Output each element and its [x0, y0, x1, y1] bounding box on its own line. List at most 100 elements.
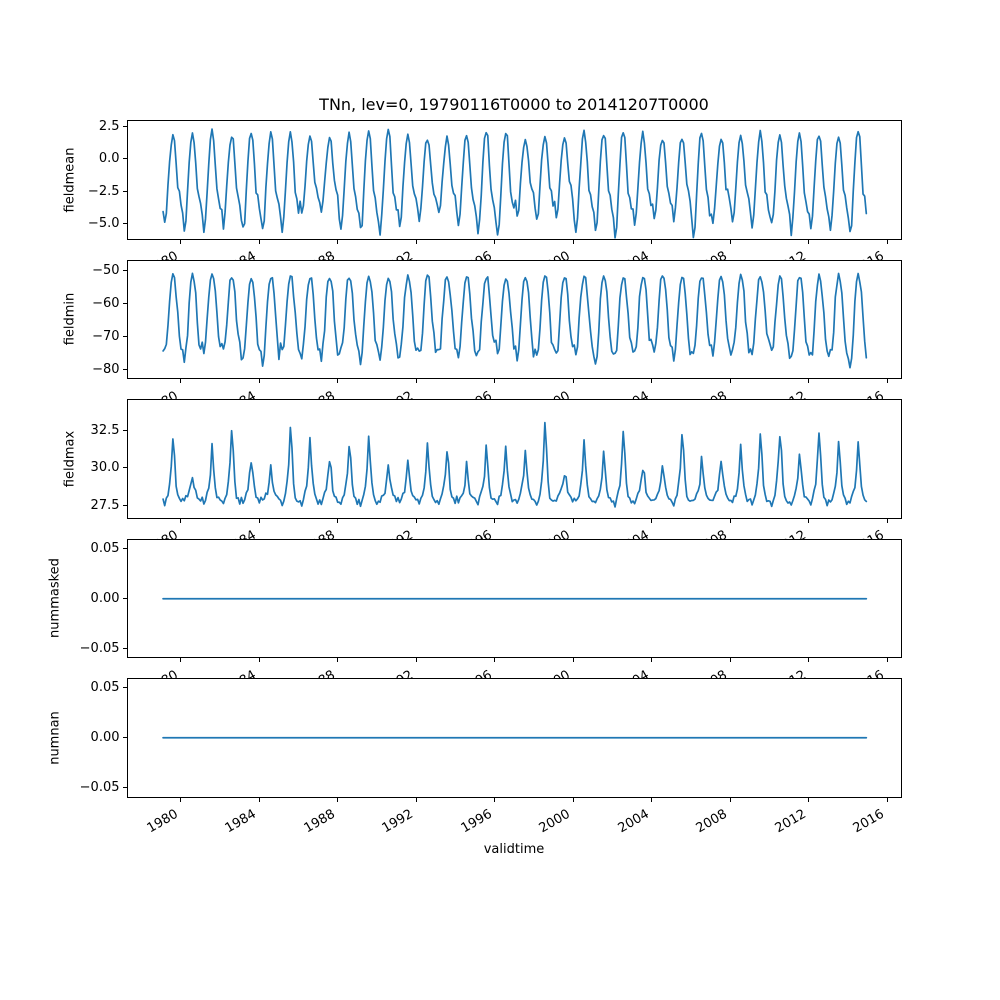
x-tick-label-text: 1980 [144, 528, 180, 538]
x-tick-mark [886, 239, 888, 244]
x-tick-label-text: 2004 [615, 528, 651, 538]
y-tick-label: −50 [92, 262, 120, 278]
x-tick-mark [808, 518, 810, 523]
bottom-x-axis: 1980 1984 1988 1992 1996 2000 2004 2008 2012 2016 [0, 797, 1000, 860]
x-tick-label-text: 2004 [615, 668, 651, 678]
x-tick-label: 2000 [537, 807, 584, 837]
x-tick-label-text: 1984 [223, 249, 259, 259]
x-axis-label: validtime [483, 842, 545, 857]
x-tick-label-text: 2016 [851, 249, 887, 259]
x-tick-mark [729, 658, 731, 662]
x-tick-label: 2012 [772, 807, 820, 837]
x-tick-mark [258, 658, 260, 662]
x-tick-label-text: 2000 [537, 668, 573, 678]
x-tick-label-text: 1980 [144, 389, 180, 399]
x-tick-mark [494, 658, 496, 662]
gap-x-axis-1: 1980 1984 1988 1992 1996 2000 2004 2008 2012 2016 [0, 379, 1000, 399]
y-tick-mark [122, 125, 127, 127]
x-tick-label-text: 1988 [301, 389, 337, 399]
x-tick-mark [179, 518, 181, 523]
x-tick-label-text: 1992 [380, 249, 416, 259]
x-tick-mark [886, 658, 888, 662]
y-tick-label: 27.5 [90, 497, 120, 513]
y-tick-label: 2.5 [98, 118, 120, 134]
series-line-fieldmax [161, 421, 867, 508]
fieldmax-line-chart [161, 421, 867, 508]
x-tick-mark [572, 797, 574, 802]
y-tick-mark [122, 597, 127, 599]
x-tick-label: 1988 [301, 807, 349, 837]
y-tick-mark [122, 158, 127, 160]
x-tick-mark [651, 797, 653, 802]
x-tick-mark [886, 379, 888, 383]
x-tick-mark [729, 518, 731, 523]
x-tick-mark [415, 379, 417, 383]
subplot-fieldmin [126, 259, 902, 379]
x-tick-mark [337, 518, 339, 523]
y-tick-mark [122, 223, 127, 225]
y-tick-mark [122, 368, 127, 370]
fieldmin-line-chart [161, 272, 867, 369]
x-tick-label-text: 1984 [222, 807, 259, 837]
x-tick-label-text: 1996 [458, 389, 494, 399]
subplot-fieldmean [126, 120, 902, 240]
x-tick-label-text: 1980 [144, 249, 180, 259]
ylabel-fieldmin: fieldmin [62, 292, 77, 346]
x-tick-label-text: 2012 [772, 807, 809, 837]
ylabel-fieldmean: fieldmean [62, 147, 77, 213]
x-tick-mark [415, 239, 417, 244]
x-tick-label-text: 1988 [301, 249, 337, 259]
subplot-fieldmax [126, 399, 902, 519]
x-tick-label-text: 2008 [694, 249, 730, 259]
y-tick-label: −0.05 [79, 640, 120, 656]
x-tick-mark [572, 518, 574, 523]
y-tick-mark [122, 302, 127, 304]
subplot-nummasked [126, 538, 902, 658]
x-tick-label-text: 1992 [380, 528, 416, 538]
y-tick-label: −60 [92, 295, 120, 311]
y-tick-mark [122, 787, 127, 789]
x-tick-label: 1984 [223, 807, 270, 837]
x-tick-label-text: 2000 [537, 389, 573, 399]
x-tick-label-text: 2012 [772, 389, 808, 399]
ylabel-fieldmax: fieldmax [62, 430, 77, 487]
x-tick-label-text: 1996 [458, 528, 494, 538]
x-tick-mark [729, 239, 731, 244]
y-tick-label: −70 [92, 328, 120, 344]
x-tick-mark [179, 658, 181, 662]
gap-x-axis-0: 1980 1984 1988 1992 1996 2000 2004 2008 2012 2016 [0, 239, 1000, 260]
x-tick-label-text: 2004 [615, 249, 651, 259]
y-tick-label: 0.05 [90, 540, 120, 556]
x-tick-mark [415, 518, 417, 523]
series-line-fieldmean [161, 128, 867, 239]
y-tick-label: −80 [92, 361, 120, 377]
y-tick-mark [122, 547, 127, 549]
x-tick-label-text: 1996 [458, 249, 494, 259]
x-tick-label: 1980 [144, 807, 192, 837]
y-tick-mark [122, 335, 127, 337]
x-tick-mark [337, 797, 339, 802]
series-line-fieldmin [161, 272, 867, 369]
x-tick-label-text: 2016 [851, 389, 887, 399]
x-tick-label-text: 2000 [536, 807, 574, 837]
x-tick-mark [651, 379, 653, 383]
x-tick-mark [258, 797, 260, 802]
x-tick-label-text: 2008 [694, 528, 730, 538]
x-tick-mark [808, 239, 810, 244]
x-tick-mark [337, 239, 339, 244]
x-tick-label-text: 1980 [144, 807, 181, 837]
x-tick-label: 1996 [458, 807, 506, 837]
x-tick-mark [572, 379, 574, 383]
x-tick-label-text: 1992 [379, 807, 416, 837]
y-tick-label: 0.00 [90, 730, 120, 746]
x-tick-mark [651, 518, 653, 523]
gap-x-axis-2: 1980 1984 1988 1992 1996 2000 2004 2008 2012 2016 [0, 518, 1000, 539]
x-tick-mark [258, 518, 260, 523]
x-tick-label: 2008 [694, 807, 741, 837]
x-tick-label-text: 2008 [693, 807, 731, 837]
x-tick-label: 2016 [851, 807, 898, 837]
x-tick-mark [808, 658, 810, 662]
x-tick-mark [494, 239, 496, 244]
ylabel-nummasked: nummasked [47, 558, 62, 639]
y-tick-mark [122, 467, 127, 469]
